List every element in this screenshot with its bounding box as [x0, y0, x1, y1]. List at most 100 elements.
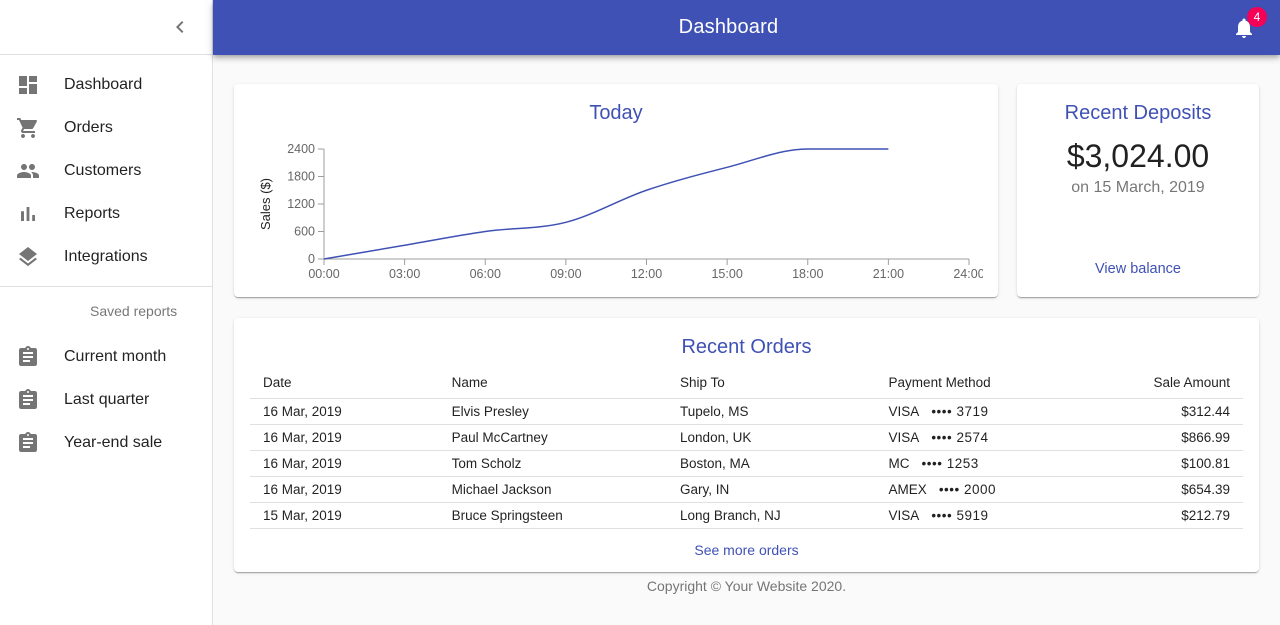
cell-date: 15 Mar, 2019 — [250, 502, 439, 529]
cell-date: 16 Mar, 2019 — [250, 450, 439, 477]
cell-ship-to: Long Branch, NJ — [667, 502, 876, 529]
main-content: Today 00:00 03:00 06:00 09:00 12:00 15:00 18:0… — [213, 55, 1280, 625]
page-title: Dashboard — [678, 16, 779, 38]
col-header-payment-method: Payment Method — [875, 367, 1104, 399]
table-row: 16 Mar, 2019 Paul McCartney London, UK V… — [250, 424, 1243, 451]
cell-name: Paul McCartney — [438, 424, 668, 451]
cell-date: 16 Mar, 2019 — [250, 398, 439, 425]
table-row: 15 Mar, 2019 Bruce Springsteen Long Bran… — [250, 502, 1243, 529]
svg-text:15:00: 15:00 — [711, 267, 742, 281]
svg-text:12:00: 12:00 — [631, 267, 662, 281]
cell-ship-to: Tupelo, MS — [667, 398, 876, 425]
cell-payment: VISA •••• 2574 — [875, 424, 1104, 451]
bar-chart-icon — [16, 202, 40, 226]
cell-amount: $212.79 — [1103, 502, 1243, 529]
sidebar-item-label: Customers — [64, 161, 142, 179]
cell-name: Tom Scholz — [438, 450, 668, 477]
assignment-icon — [16, 388, 40, 412]
main-area: Dashboard 4 Today 00:00 03:00 06:00 09:00 12… — [213, 0, 1280, 625]
svg-text:03:00: 03:00 — [389, 267, 420, 281]
chevron-left-icon — [168, 15, 192, 39]
collapse-drawer-button[interactable] — [156, 3, 204, 51]
assignment-icon — [16, 431, 40, 455]
saved-reports-nav: Current month Last quarter Year-end sale — [0, 335, 212, 464]
table-row: 16 Mar, 2019 Elvis Presley Tupelo, MS VI… — [250, 398, 1243, 425]
sidebar-item-label: Orders — [64, 118, 113, 136]
sidebar: Dashboard Orders Customers Reports — [0, 0, 213, 625]
copyright: Copyright © Your Website 2020. — [646, 578, 847, 594]
sidebar-item-label: Reports — [64, 204, 121, 222]
svg-text:1800: 1800 — [287, 170, 315, 184]
sidebar-item-label: Dashboard — [64, 75, 143, 93]
table-row: 16 Mar, 2019 Michael Jackson Gary, IN AM… — [250, 476, 1243, 503]
sidebar-item-orders[interactable]: Orders — [0, 106, 212, 149]
sidebar-item-integrations[interactable]: Integrations — [0, 235, 212, 278]
cell-payment: AMEX •••• 2000 — [875, 476, 1104, 503]
cell-date: 16 Mar, 2019 — [250, 424, 439, 451]
dashboard-icon — [16, 73, 40, 97]
sidebar-item-current-month[interactable]: Current month — [0, 335, 212, 378]
sidebar-item-label: Year-end sale — [64, 433, 163, 451]
deposit-date: on 15 March, 2019 — [1071, 179, 1205, 196]
deposit-amount: $3,024.00 — [1066, 138, 1210, 174]
cell-date: 16 Mar, 2019 — [250, 476, 439, 503]
svg-text:Sales ($): Sales ($) — [258, 178, 273, 230]
saved-reports-subheader: Saved reports — [90, 303, 178, 319]
svg-text:06:00: 06:00 — [470, 267, 501, 281]
cell-name: Elvis Presley — [438, 398, 668, 425]
col-header-sale-amount: Sale Amount — [1103, 367, 1243, 399]
svg-text:1200: 1200 — [287, 197, 315, 211]
sidebar-item-customers[interactable]: Customers — [0, 149, 212, 192]
sidebar-item-dashboard[interactable]: Dashboard — [0, 63, 212, 106]
cell-amount: $100.81 — [1103, 450, 1243, 477]
chart-title: Today — [589, 102, 643, 124]
see-more-orders-link[interactable]: See more orders — [694, 542, 799, 558]
cell-amount: $312.44 — [1103, 398, 1243, 425]
cell-payment: MC •••• 1253 — [875, 450, 1104, 477]
svg-text:600: 600 — [294, 225, 315, 239]
drawer-header — [0, 0, 212, 55]
cell-name: Bruce Springsteen — [438, 502, 668, 529]
orders-table: Date Name Ship To Payment Method Sale Am… — [250, 367, 1243, 529]
svg-text:00:00: 00:00 — [308, 267, 339, 281]
svg-text:0: 0 — [308, 252, 315, 266]
cell-amount: $654.39 — [1103, 476, 1243, 503]
sidebar-item-last-quarter[interactable]: Last quarter — [0, 378, 212, 421]
sidebar-item-label: Integrations — [64, 247, 148, 265]
svg-text:24:00: 24:00 — [953, 267, 983, 281]
svg-text:21:00: 21:00 — [873, 267, 904, 281]
svg-text:2400: 2400 — [287, 142, 315, 156]
cell-amount: $866.99 — [1103, 424, 1243, 451]
people-icon — [16, 159, 40, 183]
top-cards-row: Today 00:00 03:00 06:00 09:00 12:00 15:00 18:0… — [234, 84, 1259, 297]
cell-name: Michael Jackson — [438, 476, 668, 503]
cell-ship-to: Boston, MA — [667, 450, 876, 477]
col-header-ship-to: Ship To — [667, 367, 876, 399]
notifications-badge: 4 — [1247, 6, 1267, 27]
orders-title: Recent Orders — [681, 336, 812, 358]
view-balance-link[interactable]: View balance — [1095, 261, 1181, 277]
col-header-date: Date — [250, 367, 439, 399]
layers-icon — [16, 245, 40, 269]
sales-chart: 00:00 03:00 06:00 09:00 12:00 15:00 18:00 21:00… — [258, 142, 983, 281]
sidebar-item-label: Last quarter — [64, 390, 150, 408]
appbar: Dashboard 4 — [213, 0, 1280, 55]
recent-deposits-card: Recent Deposits $3,024.00 on 15 March, 2… — [1017, 84, 1259, 297]
sidebar-item-reports[interactable]: Reports — [0, 192, 212, 235]
recent-orders-card: Recent Orders Date Name Ship To Payment … — [234, 318, 1259, 572]
main-nav: Dashboard Orders Customers Reports — [0, 55, 212, 286]
today-chart-card: Today 00:00 03:00 06:00 09:00 12:00 15:00 18:0… — [234, 84, 998, 297]
notifications-button[interactable]: 4 — [1220, 4, 1268, 52]
deposits-title: Recent Deposits — [1064, 102, 1212, 124]
assignment-icon — [16, 345, 40, 369]
shopping-cart-icon — [16, 116, 40, 140]
svg-text:09:00: 09:00 — [550, 267, 581, 281]
svg-text:18:00: 18:00 — [792, 267, 823, 281]
table-row: 16 Mar, 2019 Tom Scholz Boston, MA MC •••… — [250, 450, 1243, 477]
cell-payment: VISA •••• 3719 — [875, 398, 1104, 425]
table-header-row: Date Name Ship To Payment Method Sale Am… — [250, 367, 1243, 399]
sidebar-item-label: Current month — [64, 347, 167, 365]
sidebar-item-year-end-sale[interactable]: Year-end sale — [0, 421, 212, 464]
sidebar-divider — [0, 286, 212, 287]
